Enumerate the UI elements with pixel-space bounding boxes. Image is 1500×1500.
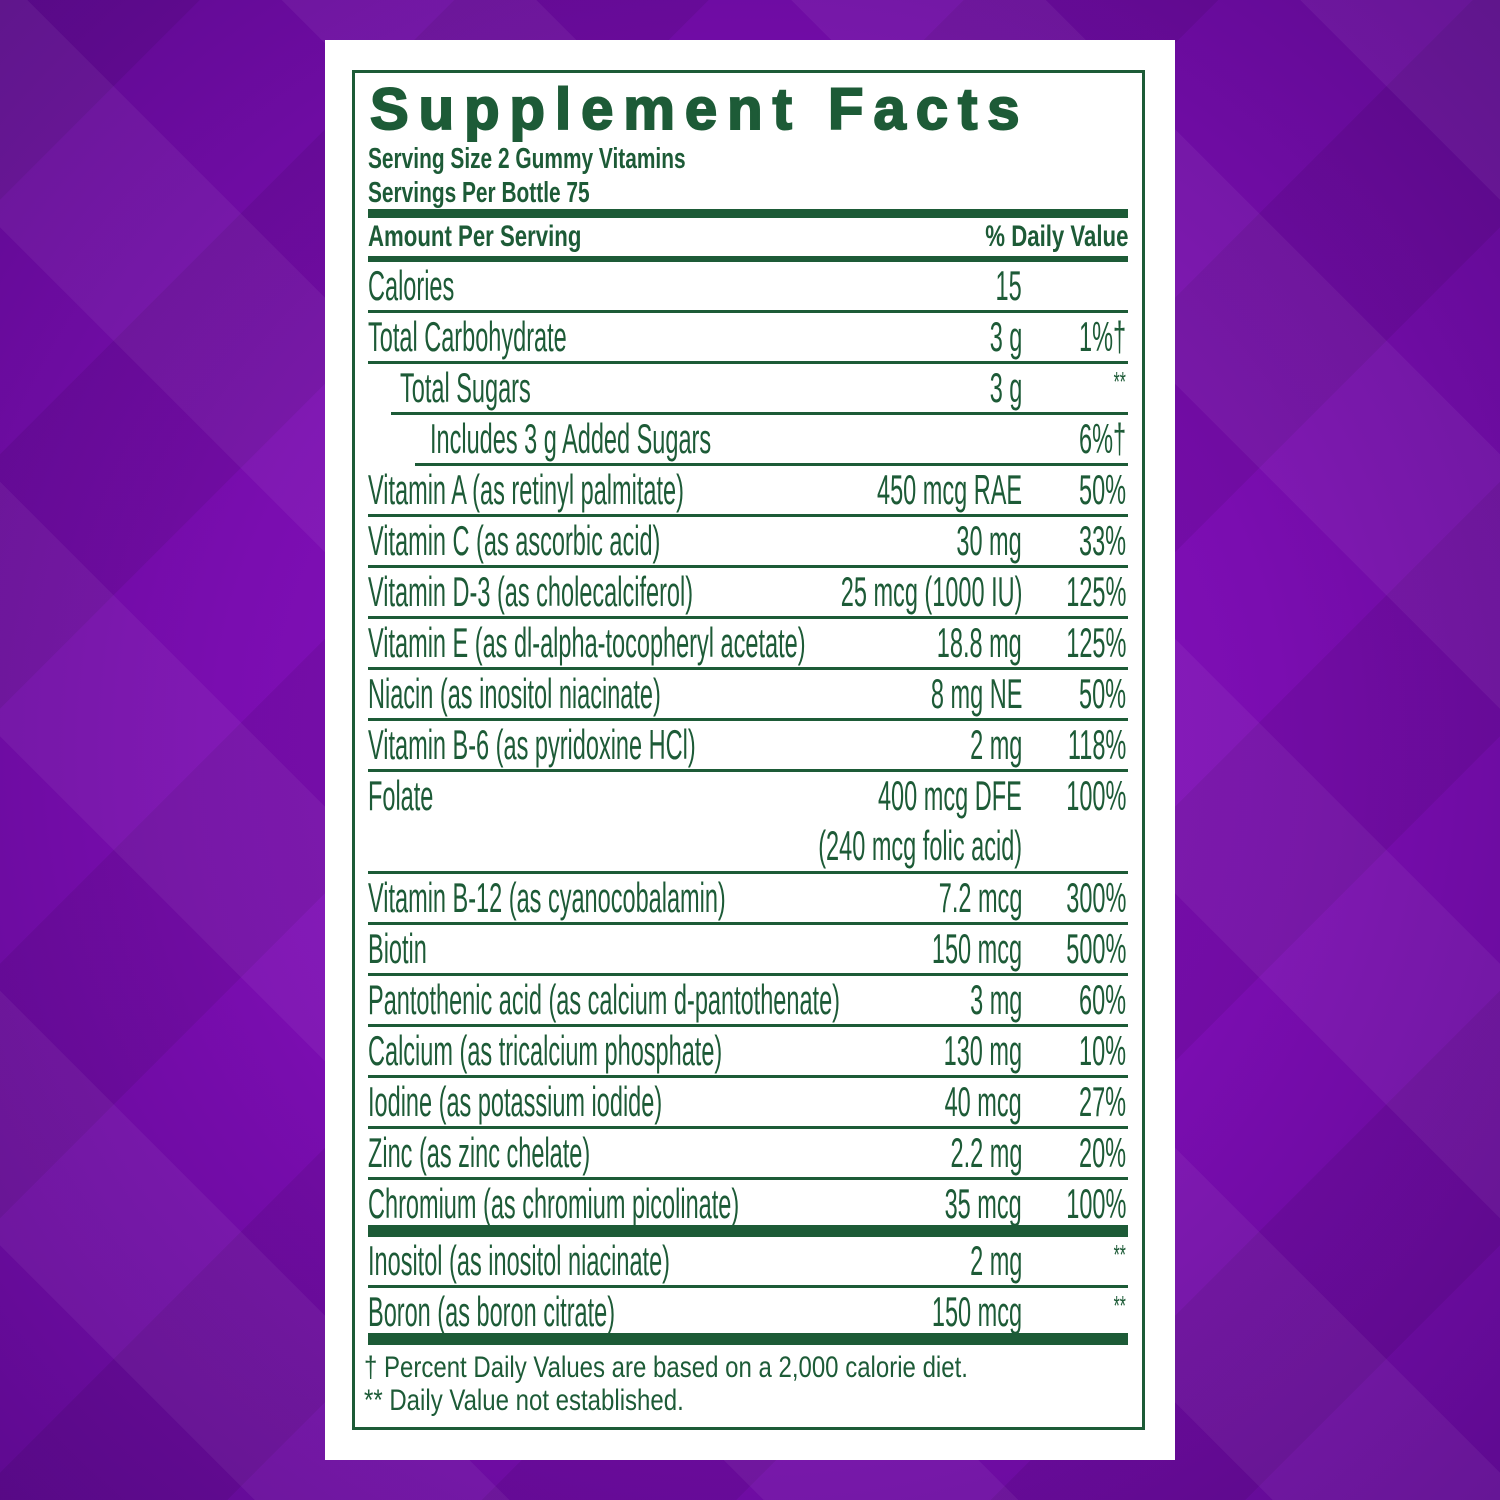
- servings-per-bottle: Servings Per Bottle 75: [368, 177, 590, 209]
- footnote-daily-value: † Percent Daily Values are based on a 2,…: [364, 1351, 968, 1384]
- nutrient-name: Vitamin D-3 (as cholecalciferol): [368, 568, 694, 615]
- nutrient-amount: 450 mcg RAE: [876, 466, 1022, 513]
- nutrient-name: Vitamin C (as ascorbic acid): [368, 517, 661, 564]
- nutrient-amount-detail: (240 mcg folic acid): [818, 822, 1022, 869]
- nutrient-row: Calories 15: [368, 262, 1128, 313]
- amount-per-serving-header: Amount Per Serving: [368, 220, 582, 253]
- nutrient-row: Vitamin E (as dl-alpha-tocopheryl acetat…: [368, 619, 1128, 670]
- nutrient-row: Biotin 150 mcg 500%: [368, 925, 1128, 976]
- nutrient-daily-value: 33%: [1078, 517, 1126, 564]
- nutrient-row: Iodine (as potassium iodide) 40 mcg 27%: [368, 1078, 1128, 1129]
- nutrient-name: Folate: [368, 772, 434, 819]
- nutrient-amount: 2.2 mg: [950, 1129, 1022, 1176]
- nutrient-name: Niacin (as inositol niacinate): [368, 670, 661, 717]
- nutrient-name: Includes 3 g Added Sugars: [430, 415, 712, 462]
- nutrient-name: Vitamin B-6 (as pyridoxine HCl): [368, 721, 696, 768]
- nutrient-daily-value: 100%: [1065, 772, 1126, 819]
- nutrient-amount: 30 mg: [956, 517, 1022, 564]
- nutrient-name: Pantothenic acid (as calcium d-pantothen…: [368, 976, 840, 1023]
- daily-value-header: % Daily Value: [984, 220, 1128, 253]
- nutrient-row: Inositol (as inositol niacinate) 2 mg **: [368, 1237, 1128, 1288]
- other-ingredient-rows: Inositol (as inositol niacinate) 2 mg ** Bo…: [368, 1237, 1128, 1336]
- nutrient-daily-value: **: [1113, 1239, 1126, 1270]
- nutrient-daily-value: 500%: [1065, 925, 1126, 972]
- nutrient-daily-value: 118%: [1067, 721, 1126, 768]
- nutrient-amount: 3 mg: [969, 976, 1022, 1023]
- nutrient-amount: 8 mg NE: [930, 670, 1022, 717]
- nutrient-daily-value: 50%: [1078, 670, 1126, 717]
- nutrient-row: Calcium (as tricalcium phosphate) 130 mg 1…: [368, 1027, 1128, 1078]
- nutrient-amount: 18.8 mg: [937, 619, 1022, 666]
- nutrient-daily-value: **: [1113, 366, 1126, 397]
- nutrient-amount: 150 mcg: [931, 1288, 1022, 1335]
- nutrient-amount: 2 mg: [969, 721, 1022, 768]
- nutrient-daily-value: 60%: [1078, 976, 1126, 1023]
- nutrient-amount: 130 mg: [943, 1027, 1022, 1074]
- nutrient-row: Includes 3 g Added Sugars 6%†: [415, 415, 1128, 466]
- nutrient-row: Total Sugars 3 g **: [391, 364, 1128, 415]
- nutrient-row: Niacin (as inositol niacinate) 8 mg NE 50%: [368, 670, 1128, 721]
- label-border: [352, 70, 1145, 1430]
- nutrient-row: Vitamin B-6 (as pyridoxine HCl) 2 mg 118%: [368, 721, 1128, 772]
- nutrient-daily-value: 1%†: [1078, 313, 1126, 360]
- nutrient-amount: 3 g: [989, 313, 1022, 360]
- nutrient-name: Biotin: [368, 925, 427, 972]
- nutrient-daily-value: 27%: [1078, 1078, 1126, 1125]
- nutrient-daily-value: **: [1113, 1290, 1126, 1321]
- nutrient-row: Zinc (as zinc chelate) 2.2 mg 20%: [368, 1129, 1128, 1180]
- supplement-facts-card: [325, 40, 1175, 1460]
- nutrient-name: Calcium (as tricalcium phosphate): [368, 1027, 723, 1074]
- thick-divider: [368, 1225, 1128, 1237]
- thick-divider: [368, 1333, 1128, 1345]
- nutrient-name: Vitamin B-12 (as cyanocobalamin): [368, 874, 726, 921]
- nutrient-amount: 40 mcg: [944, 1078, 1022, 1125]
- nutrient-daily-value: 125%: [1065, 619, 1126, 666]
- nutrient-name: Total Carbohydrate: [368, 313, 567, 360]
- thick-divider: [368, 209, 1128, 218]
- nutrient-name: Chromium (as chromium picolinate): [368, 1180, 740, 1227]
- serving-size: Serving Size 2 Gummy Vitamins: [368, 143, 686, 175]
- nutrient-name: Vitamin A (as retinyl palmitate): [368, 466, 684, 513]
- nutrient-row: Vitamin C (as ascorbic acid) 30 mg 33%: [368, 517, 1128, 568]
- nutrient-daily-value: 50%: [1078, 466, 1126, 513]
- nutrient-name: Vitamin E (as dl-alpha-tocopheryl acetat…: [368, 619, 806, 666]
- nutrient-name: Calories: [368, 262, 455, 309]
- nutrient-name: Inositol (as inositol niacinate): [368, 1237, 670, 1284]
- nutrient-rows: Calories 15 Total Carbohydrate 3 g 1%† Total …: [368, 262, 1128, 1228]
- nutrient-name: Total Sugars: [400, 364, 531, 411]
- nutrient-amount: 25 mcg (1000 IU): [840, 568, 1022, 615]
- column-header: Amount Per Serving % Daily Value: [368, 218, 1128, 256]
- nutrient-amount: 2 mg: [969, 1237, 1022, 1284]
- nutrient-daily-value: 300%: [1065, 874, 1126, 921]
- label-title: Supplement Facts: [369, 77, 1030, 142]
- nutrient-name: Zinc (as zinc chelate): [368, 1129, 591, 1176]
- nutrient-daily-value: 6%†: [1078, 415, 1126, 462]
- footnote-not-established: ** Daily Value not established.: [364, 1384, 684, 1417]
- nutrient-row: Total Carbohydrate 3 g 1%†: [368, 313, 1128, 364]
- nutrient-amount: 150 mcg: [931, 925, 1022, 972]
- nutrient-row: Folate 400 mcg DFE (240 mcg folic acid) 100…: [368, 772, 1128, 874]
- header-divider: [368, 256, 1128, 262]
- nutrient-amount: 15: [995, 262, 1022, 309]
- nutrient-daily-value: 20%: [1078, 1129, 1126, 1176]
- nutrient-daily-value: 100%: [1065, 1180, 1126, 1227]
- nutrient-row: Pantothenic acid (as calcium d-pantothen…: [368, 976, 1128, 1027]
- nutrient-amount: 35 mcg: [944, 1180, 1022, 1227]
- nutrient-row: Boron (as boron citrate) 150 mcg **: [368, 1288, 1128, 1336]
- nutrient-amount: 3 g: [989, 364, 1022, 411]
- nutrient-amount: 400 mcg DFE: [878, 772, 1022, 819]
- nutrient-daily-value: 10%: [1078, 1027, 1126, 1074]
- nutrient-name: Iodine (as potassium iodide): [368, 1078, 663, 1125]
- nutrient-row: Chromium (as chromium picolinate) 35 mcg 1…: [368, 1180, 1128, 1228]
- nutrient-name: Boron (as boron citrate): [368, 1288, 616, 1335]
- nutrient-row: Vitamin A (as retinyl palmitate) 450 mcg …: [368, 466, 1128, 517]
- nutrient-amount: 7.2 mcg: [938, 874, 1022, 921]
- nutrient-row: Vitamin D-3 (as cholecalciferol) 25 mcg (…: [368, 568, 1128, 619]
- nutrient-daily-value: 125%: [1065, 568, 1126, 615]
- nutrient-row: Vitamin B-12 (as cyanocobalamin) 7.2 mcg 3…: [368, 874, 1128, 925]
- supplement-facts-label: Supplement Facts Serving Size 2 Gummy Vi…: [364, 77, 1128, 1417]
